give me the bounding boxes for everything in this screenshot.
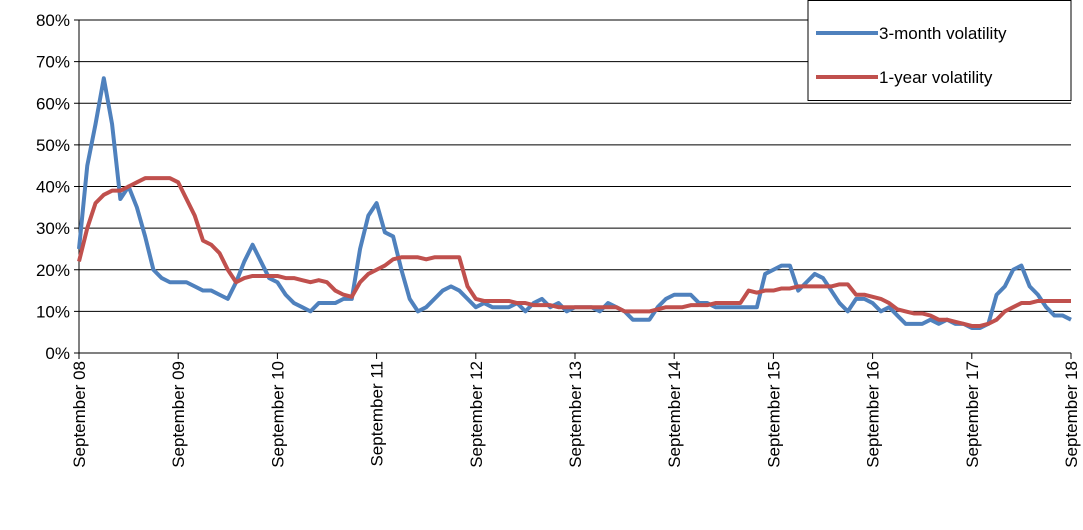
- x-tick-label: September 17: [963, 361, 982, 468]
- series-line: [77, 176, 1071, 328]
- x-tick-label: September 08: [70, 361, 89, 468]
- x-tick-label: September 11: [368, 361, 387, 467]
- y-tick-label: 10%: [36, 302, 70, 321]
- x-tick-label: September 18: [1062, 361, 1081, 468]
- y-tick-label: 20%: [36, 261, 70, 280]
- x-tick-label: September 15: [764, 361, 783, 468]
- y-tick-label: 80%: [36, 11, 70, 30]
- x-tick-label: September 12: [467, 361, 486, 468]
- x-tick-label: September 13: [566, 361, 585, 468]
- x-tick-label: September 14: [665, 361, 684, 468]
- series-line: [77, 76, 1072, 331]
- y-tick-label: 30%: [36, 219, 70, 238]
- legend-label: 3-month volatility: [879, 24, 1007, 43]
- y-tick-label: 60%: [36, 94, 70, 113]
- legend-label: 1-year volatility: [879, 68, 993, 87]
- y-tick-label: 0%: [45, 344, 70, 363]
- x-tick-label: September 16: [864, 361, 883, 468]
- legend-box: [807, 0, 1072, 101]
- y-tick-label: 40%: [36, 178, 70, 197]
- x-tick-label: September 10: [268, 361, 287, 468]
- y-tick-label: 50%: [36, 136, 70, 155]
- x-tick-label: September 09: [169, 361, 188, 468]
- y-tick-label: 70%: [36, 53, 70, 72]
